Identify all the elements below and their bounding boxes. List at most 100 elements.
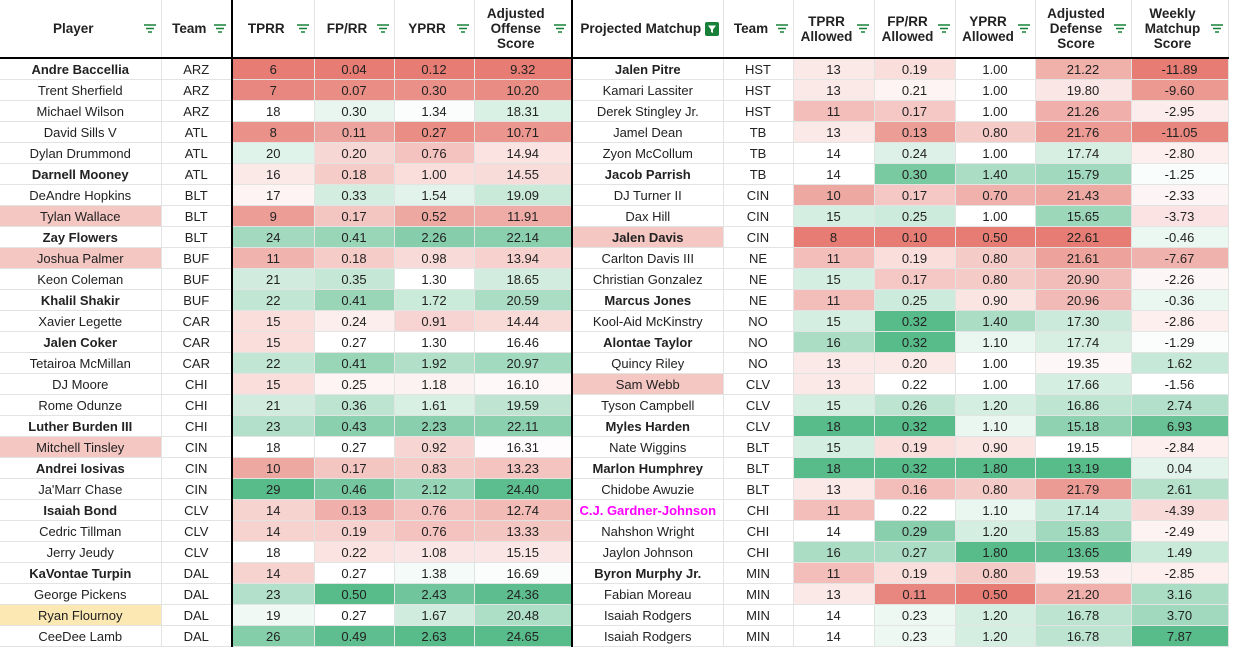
cell-fprr[interactable]: 0.50: [314, 583, 395, 605]
cell-matchup[interactable]: Isaiah Rodgers: [572, 625, 724, 647]
cell-player[interactable]: Michael Wilson: [0, 100, 162, 122]
cell-fprr-a[interactable]: 0.19: [874, 58, 956, 80]
cell-fprr-a[interactable]: 0.22: [874, 499, 956, 521]
filter-icon[interactable]: [775, 22, 789, 36]
cell-wms[interactable]: 2.61: [1131, 478, 1229, 500]
cell-aos[interactable]: 14.94: [474, 142, 573, 164]
cell-wms[interactable]: -0.36: [1131, 289, 1229, 311]
cell-tprr-a[interactable]: 14: [793, 163, 875, 185]
cell-matchup[interactable]: C.J. Gardner-Johnson: [572, 499, 724, 521]
cell-wms[interactable]: 0.04: [1131, 457, 1229, 479]
cell-fprr-a[interactable]: 0.30: [874, 163, 956, 185]
cell-tprr-a[interactable]: 10: [793, 184, 875, 206]
cell-fprr[interactable]: 0.36: [314, 394, 395, 416]
cell-yprr[interactable]: 1.34: [394, 100, 475, 122]
cell-yprr-a[interactable]: 1.20: [955, 604, 1036, 626]
cell-wms[interactable]: -1.56: [1131, 373, 1229, 395]
cell-yprr-a[interactable]: 1.10: [955, 499, 1036, 521]
cell-fprr-a[interactable]: 0.32: [874, 331, 956, 353]
cell-team[interactable]: CHI: [161, 415, 233, 437]
cell-matchup[interactable]: Christian Gonzalez: [572, 268, 724, 290]
cell-yprr-a[interactable]: 1.00: [955, 142, 1036, 164]
cell-mteam[interactable]: CHI: [723, 499, 794, 521]
cell-player[interactable]: Ja'Marr Chase: [0, 478, 162, 500]
cell-aos[interactable]: 14.44: [474, 310, 573, 332]
cell-fprr[interactable]: 0.22: [314, 541, 395, 563]
cell-fprr[interactable]: 0.41: [314, 352, 395, 374]
cell-aos[interactable]: 14.55: [474, 163, 573, 185]
cell-team[interactable]: ARZ: [161, 100, 233, 122]
cell-yprr[interactable]: 2.26: [394, 226, 475, 248]
header-yprr[interactable]: YPRR: [394, 0, 475, 59]
cell-wms[interactable]: -2.85: [1131, 562, 1229, 584]
filter-icon[interactable]: [376, 22, 390, 36]
cell-ads[interactable]: 19.53: [1035, 562, 1132, 584]
cell-mteam[interactable]: HST: [723, 79, 794, 101]
cell-aos[interactable]: 19.09: [474, 184, 573, 206]
cell-mteam[interactable]: MIN: [723, 583, 794, 605]
cell-tprr-a[interactable]: 15: [793, 205, 875, 227]
cell-aos[interactable]: 13.33: [474, 520, 573, 542]
cell-matchup[interactable]: Jaylon Johnson: [572, 541, 724, 563]
cell-yprr-a[interactable]: 1.20: [955, 394, 1036, 416]
cell-matchup[interactable]: Derek Stingley Jr.: [572, 100, 724, 122]
cell-matchup[interactable]: Jamel Dean: [572, 121, 724, 143]
cell-mteam[interactable]: CLV: [723, 373, 794, 395]
cell-fprr[interactable]: 0.07: [314, 79, 395, 101]
header-tprr[interactable]: TPRR: [232, 0, 315, 59]
filter-icon[interactable]: [937, 22, 951, 36]
cell-ads[interactable]: 15.83: [1035, 520, 1132, 542]
cell-fprr-a[interactable]: 0.21: [874, 79, 956, 101]
cell-mteam[interactable]: MIN: [723, 625, 794, 647]
cell-wms[interactable]: 3.70: [1131, 604, 1229, 626]
cell-yprr-a[interactable]: 0.80: [955, 268, 1036, 290]
cell-team[interactable]: CAR: [161, 310, 233, 332]
cell-fprr[interactable]: 0.18: [314, 247, 395, 269]
filter-icon[interactable]: [1017, 22, 1031, 36]
cell-player[interactable]: Keon Coleman: [0, 268, 162, 290]
cell-player[interactable]: Xavier Legette: [0, 310, 162, 332]
cell-yprr[interactable]: 2.63: [394, 625, 475, 647]
cell-mteam[interactable]: CIN: [723, 205, 794, 227]
cell-tprr[interactable]: 22: [232, 289, 315, 311]
cell-mteam[interactable]: BLT: [723, 457, 794, 479]
cell-mteam[interactable]: CLV: [723, 394, 794, 416]
cell-mteam[interactable]: TB: [723, 163, 794, 185]
cell-yprr[interactable]: 0.76: [394, 499, 475, 521]
cell-ads[interactable]: 16.78: [1035, 604, 1132, 626]
cell-team[interactable]: DAL: [161, 562, 233, 584]
cell-player[interactable]: KaVontae Turpin: [0, 562, 162, 584]
cell-wms[interactable]: -7.67: [1131, 247, 1229, 269]
cell-aos[interactable]: 20.59: [474, 289, 573, 311]
cell-yprr[interactable]: 0.52: [394, 205, 475, 227]
cell-yprr[interactable]: 1.30: [394, 331, 475, 353]
cell-ads[interactable]: 21.22: [1035, 58, 1132, 80]
cell-matchup[interactable]: Myles Harden: [572, 415, 724, 437]
cell-ads[interactable]: 21.61: [1035, 247, 1132, 269]
header-player[interactable]: Player: [0, 0, 162, 59]
cell-team[interactable]: CAR: [161, 352, 233, 374]
cell-yprr[interactable]: 1.08: [394, 541, 475, 563]
cell-matchup[interactable]: Chidobe Awuzie: [572, 478, 724, 500]
cell-matchup[interactable]: Carlton Davis III: [572, 247, 724, 269]
cell-tprr[interactable]: 10: [232, 457, 315, 479]
cell-fprr[interactable]: 0.46: [314, 478, 395, 500]
cell-fprr[interactable]: 0.41: [314, 289, 395, 311]
cell-team[interactable]: BLT: [161, 205, 233, 227]
cell-tprr[interactable]: 15: [232, 331, 315, 353]
cell-wms[interactable]: 2.74: [1131, 394, 1229, 416]
cell-aos[interactable]: 13.23: [474, 457, 573, 479]
cell-wms[interactable]: -2.33: [1131, 184, 1229, 206]
header-fprr[interactable]: FP/RR: [314, 0, 395, 59]
cell-tprr[interactable]: 22: [232, 352, 315, 374]
cell-ads[interactable]: 22.61: [1035, 226, 1132, 248]
cell-wms[interactable]: -2.80: [1131, 142, 1229, 164]
cell-player[interactable]: Rome Odunze: [0, 394, 162, 416]
cell-matchup[interactable]: Jalen Davis: [572, 226, 724, 248]
cell-player[interactable]: Trent Sherfield: [0, 79, 162, 101]
cell-aos[interactable]: 24.65: [474, 625, 573, 647]
cell-matchup[interactable]: Kool-Aid McKinstry: [572, 310, 724, 332]
cell-team[interactable]: CLV: [161, 499, 233, 521]
header-adjusted-offense-score[interactable]: Adjusted Offense Score: [474, 0, 573, 59]
cell-tprr[interactable]: 14: [232, 520, 315, 542]
